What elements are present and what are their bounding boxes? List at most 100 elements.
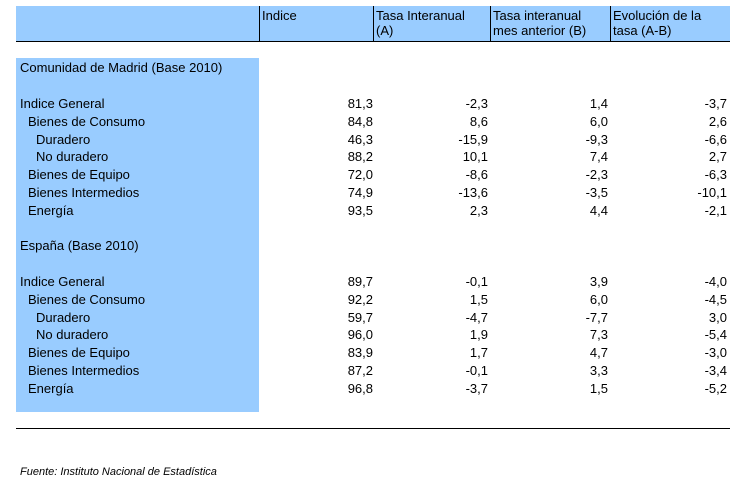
row-value: 7,4 [589, 149, 608, 165]
row-value: -6,3 [704, 167, 727, 183]
row-label: Bienes Intermedios [28, 363, 140, 378]
row-value: 93,5 [347, 202, 373, 218]
section-title-espana: España (Base 2010) [20, 238, 139, 253]
row-value: -4,7 [465, 309, 488, 325]
row-value: -3,4 [704, 363, 727, 378]
row-value: 59,7 [347, 309, 373, 325]
row-value: 2,3 [469, 202, 488, 218]
header-evol-line1: Evolución de la [613, 8, 702, 23]
header-tasa-a-cell: Tasa Interanual (A) [373, 6, 490, 41]
row-value: -3,7 [465, 380, 488, 396]
section-title-row: España (Base 2010) [0, 237, 749, 255]
row-label: Duradero [36, 309, 91, 325]
row-value: 83,9 [347, 345, 373, 361]
row-value: -5,4 [704, 327, 727, 343]
table-row: Indice General 81,3 -2,3 1,4 -3,7 [0, 95, 749, 113]
row-value: 74,9 [347, 185, 373, 200]
table-row: Bienes Intermedios 74,9 -13,6 -3,5 -10,1 [0, 184, 749, 202]
row-value: 2,6 [708, 113, 727, 129]
row-value: 8,6 [469, 113, 488, 129]
table-row: Bienes de Consumo 84,8 8,6 6,0 2,6 [0, 113, 749, 131]
row-value: -9,3 [585, 131, 608, 147]
row-label: Indice General [20, 274, 105, 289]
row-value: 96,8 [347, 380, 373, 396]
row-value: -13,6 [458, 185, 488, 200]
row-value: 92,2 [347, 291, 373, 307]
table-row: Duradero 46,3 -15,9 -9,3 -6,6 [0, 131, 749, 149]
row-label: Indice General [20, 96, 105, 111]
header-tasa-b-line2: mes anterior (B) [493, 23, 587, 38]
row-value: 1,5 [589, 380, 608, 396]
row-value: 81,3 [347, 96, 373, 111]
row-label: Bienes de Consumo [28, 291, 146, 307]
row-label: Bienes Intermedios [28, 185, 140, 200]
row-value: 7,3 [589, 327, 608, 343]
table-row: Energía 96,8 -3,7 1,5 -5,2 [0, 380, 749, 398]
header-tasa-b-cell: Tasa interanual mes anterior (B) [490, 6, 610, 41]
row-value: -6,6 [704, 131, 727, 147]
table-row: No duradero 88,2 10,1 7,4 2,7 [0, 148, 749, 166]
row-value: -0,1 [465, 363, 488, 378]
header-tasa-a-line2: (A) [376, 23, 394, 38]
header-divider [259, 6, 260, 41]
table-row: Energía 93,5 2,3 4,4 -2,1 [0, 202, 749, 220]
row-value: -4,0 [704, 274, 727, 289]
row-label: No duradero [36, 149, 109, 165]
row-value: -3,7 [704, 96, 727, 111]
header-tasa-a-line1: Tasa Interanual [376, 8, 465, 23]
row-value: -4,5 [704, 291, 727, 307]
header-divider [373, 6, 374, 41]
row-value: -7,7 [585, 309, 608, 325]
header-evol-line2: tasa (A-B) [613, 23, 672, 38]
header-tasa-b-line1: Tasa interanual [493, 8, 582, 23]
row-value: -8,6 [465, 167, 488, 183]
row-value: -10,1 [697, 185, 727, 200]
table-row: Indice General 89,7 -0,1 3,9 -4,0 [0, 273, 749, 291]
row-value: 3,3 [589, 363, 608, 378]
table-row: Bienes de Equipo 83,9 1,7 4,7 -3,0 [0, 344, 749, 362]
row-value: 72,0 [347, 167, 373, 183]
row-value: 4,4 [589, 202, 608, 218]
row-value: 1,9 [469, 327, 488, 343]
table-row: Bienes de Consumo 92,2 1,5 6,0 -4,5 [0, 291, 749, 309]
row-label: Energía [28, 380, 74, 396]
label-column-highlight [16, 58, 259, 412]
table-row: Duradero 59,7 -4,7 -7,7 3,0 [0, 309, 749, 327]
header-divider [490, 6, 491, 41]
header-indice: Indice [262, 8, 297, 23]
row-value: -2,3 [465, 96, 488, 111]
row-value: -2,3 [585, 167, 608, 183]
row-value: 2,7 [708, 149, 727, 165]
row-value: -3,0 [704, 345, 727, 361]
row-value: 3,9 [589, 274, 608, 289]
row-value: 87,2 [347, 363, 373, 378]
header-divider [610, 6, 611, 41]
row-value: -2,1 [704, 202, 727, 218]
header-indice-cell: Indice [259, 6, 373, 41]
row-label: Bienes de Consumo [28, 113, 146, 129]
row-value: 10,1 [462, 149, 488, 165]
row-value: 6,0 [589, 113, 608, 129]
header-blank-cell [16, 6, 259, 41]
row-value: 3,0 [708, 309, 727, 325]
row-label: No duradero [36, 327, 109, 343]
row-value: 4,7 [589, 345, 608, 361]
row-value: 88,2 [347, 149, 373, 165]
table-header: Indice Tasa Interanual (A) Tasa interanu… [16, 6, 730, 41]
row-value: 46,3 [347, 131, 373, 147]
header-evol-cell: Evolución de la tasa (A-B) [610, 6, 730, 41]
row-label: Energía [28, 202, 74, 218]
table-row: No duradero 96,0 1,9 7,3 -5,4 [0, 326, 749, 344]
table-row: Bienes Intermedios 87,2 -0,1 3,3 -3,4 [0, 362, 749, 380]
row-value: -3,5 [585, 185, 608, 200]
row-value: 96,0 [347, 327, 373, 343]
section-title-madrid: Comunidad de Madrid (Base 2010) [20, 60, 223, 75]
section-title-row: Comunidad de Madrid (Base 2010) [0, 59, 749, 77]
row-label: Duradero [36, 131, 91, 147]
row-value: 6,0 [589, 291, 608, 307]
row-value: 89,7 [347, 274, 373, 289]
row-label: Bienes de Equipo [28, 345, 130, 361]
row-label: Bienes de Equipo [28, 167, 130, 183]
table-row: Bienes de Equipo 72,0 -8,6 -2,3 -6,3 [0, 166, 749, 184]
row-value: -5,2 [704, 380, 727, 396]
